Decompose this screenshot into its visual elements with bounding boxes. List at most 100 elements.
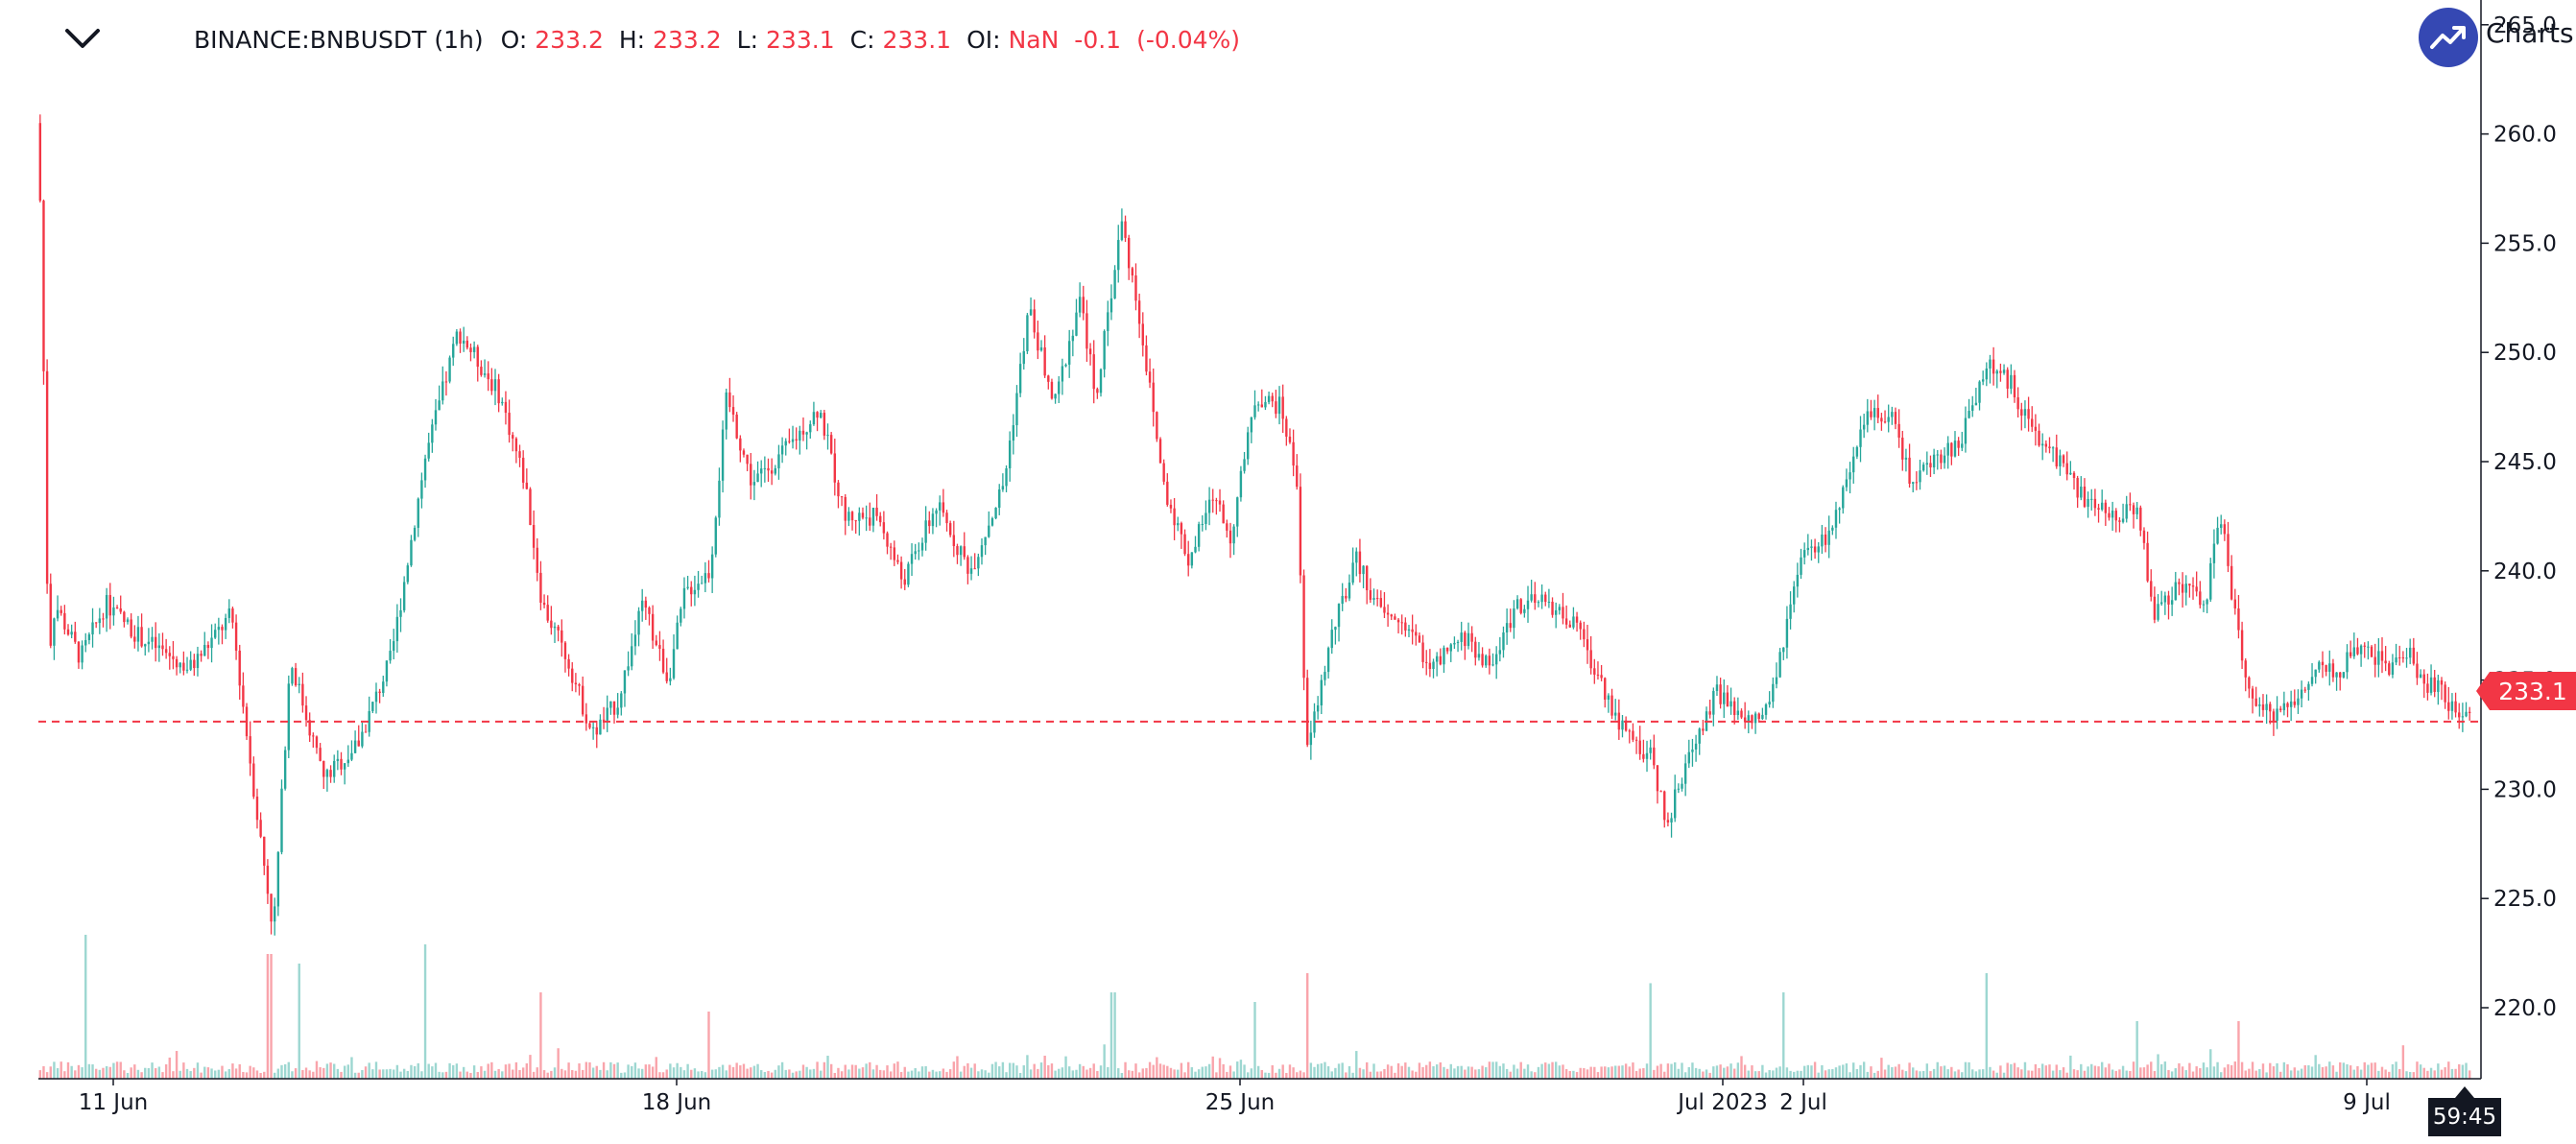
volume-bar: [1579, 1067, 1582, 1079]
volume-bar: [1834, 1067, 1838, 1079]
volume-bar: [899, 1071, 903, 1079]
high-label: H:: [618, 25, 646, 54]
volume-bar: [1243, 1064, 1246, 1079]
candle-body: [721, 429, 725, 481]
badge-text[interactable]: Charts p: [2486, 17, 2576, 49]
volume-bar: [931, 1069, 935, 1079]
volume-bar: [2297, 1070, 2300, 1079]
candle-body: [182, 662, 185, 671]
volume-bar: [2349, 1065, 2352, 1079]
volume-bar: [780, 1061, 784, 1079]
volume-bar: [1772, 1070, 1775, 1079]
volume-bar: [1400, 1065, 1403, 1079]
volume-bar: [1082, 1065, 1085, 1079]
candle-body: [126, 619, 130, 623]
volume-bar: [402, 1068, 406, 1079]
collapse-legend-button[interactable]: [60, 19, 106, 58]
volume-bar: [1372, 1063, 1375, 1079]
volume-bar: [2146, 1064, 2149, 1079]
volume-bar: [497, 1068, 500, 1079]
volume-bar: [1005, 1072, 1008, 1079]
volume-bar: [2279, 1071, 2282, 1079]
candle-body: [1247, 432, 1250, 460]
volume-bar: [427, 1063, 430, 1079]
volume-bar: [998, 1066, 1001, 1079]
volume-bar: [2244, 1070, 2247, 1079]
volume-bar: [935, 1071, 938, 1079]
candle-body: [423, 458, 427, 481]
volume-bar: [725, 1070, 727, 1079]
volume-bar: [1663, 1071, 1666, 1079]
candle-body: [2422, 674, 2425, 684]
volume-bar: [2325, 1066, 2327, 1079]
candle-body: [1912, 482, 1915, 484]
candle-body: [357, 740, 360, 747]
candle-body: [1474, 641, 1477, 658]
volume-bar: [441, 1072, 444, 1079]
volume-bar: [1127, 1070, 1131, 1079]
candle-body: [623, 670, 627, 694]
candle-body: [66, 629, 70, 635]
volume-bar: [731, 1066, 735, 1079]
candle-body: [1117, 240, 1120, 271]
candle-body: [1726, 692, 1729, 707]
candle-body: [928, 520, 931, 527]
volume-bar: [907, 1071, 910, 1079]
candle-body: [1152, 382, 1155, 413]
candle-body: [1673, 789, 1677, 819]
volume-bar: [571, 1070, 574, 1079]
candle-body: [725, 392, 727, 430]
candle-body: [977, 557, 980, 569]
candle-body: [581, 685, 584, 715]
candle-body: [1453, 642, 1456, 645]
volume-bar: [669, 1063, 672, 1079]
candle-body: [1302, 575, 1305, 679]
volume-bar: [1012, 1062, 1015, 1079]
volume-bar: [728, 1064, 731, 1079]
candle-body: [801, 430, 805, 435]
candle-body: [2040, 443, 2044, 446]
volume-bar: [2450, 1068, 2454, 1079]
candle-body: [2461, 716, 2465, 718]
change-value: -0.1: [1074, 25, 1122, 54]
trend-up-icon[interactable]: [2419, 8, 2478, 67]
candle-body: [105, 595, 108, 619]
candle-body: [829, 435, 833, 454]
volume-bar: [2153, 1070, 2157, 1079]
candle-body: [42, 201, 45, 371]
candle-body: [1407, 629, 1411, 631]
candle-body: [2051, 447, 2055, 449]
candle-body: [2398, 656, 2401, 658]
candle-body: [2097, 508, 2100, 511]
candle-body: [2023, 409, 2027, 417]
symbol-label[interactable]: BINANCE:BNBUSDT (1h): [194, 25, 484, 54]
volume-bar: [1534, 1072, 1537, 1079]
volume-bar: [1386, 1064, 1390, 1079]
candle-body: [2108, 512, 2111, 518]
volume-bar: [172, 1071, 175, 1079]
candle-body: [2416, 663, 2419, 679]
candle-body: [1467, 632, 1470, 647]
volume-bar: [1852, 1062, 1855, 1079]
volume-bar: [1477, 1069, 1481, 1079]
candle-body: [1445, 647, 1449, 652]
candle-body: [823, 413, 826, 436]
volume-bar: [655, 1057, 657, 1079]
candle-body: [2195, 586, 2198, 592]
candle-body: [1299, 487, 1302, 576]
candle-body: [1537, 602, 1540, 604]
candle-body: [514, 438, 518, 452]
candle-body: [529, 489, 532, 526]
candle-body: [1037, 332, 1039, 351]
candle-body: [536, 547, 538, 573]
candle-body: [1904, 457, 1908, 460]
candle-body: [1925, 463, 1929, 465]
volume-bar: [298, 964, 300, 1079]
candle-body: [1211, 499, 1214, 501]
volume-bar: [1992, 1070, 1995, 1079]
candle-body: [1218, 500, 1222, 505]
volume-bars: [38, 935, 2471, 1079]
candle-body: [1802, 550, 1806, 558]
candle-body: [1515, 599, 1519, 608]
